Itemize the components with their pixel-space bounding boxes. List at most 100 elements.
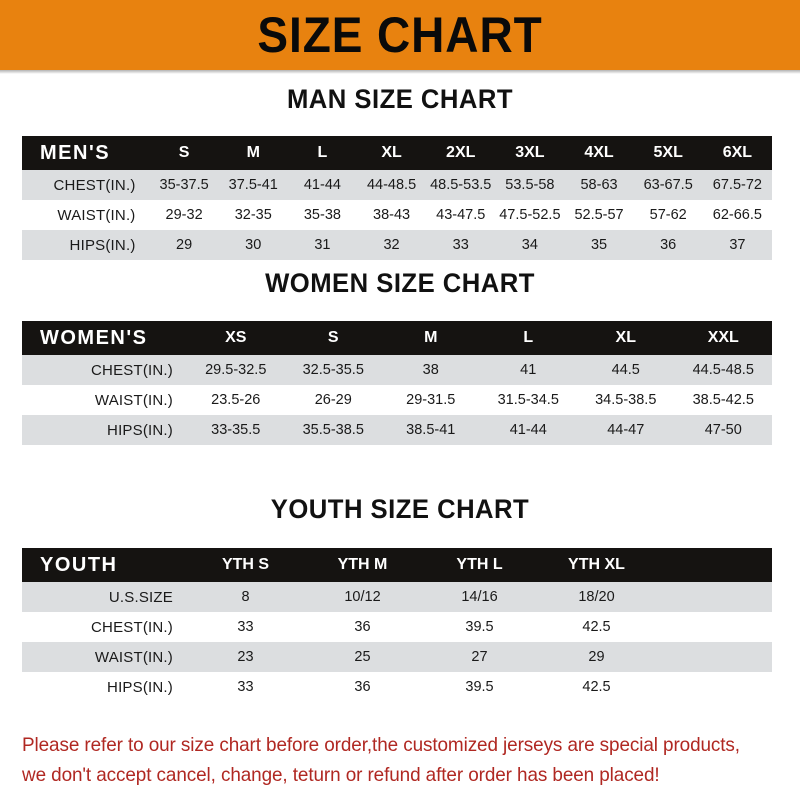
- man-cell: 32: [356, 230, 427, 260]
- women-size-header-l: L: [479, 321, 577, 355]
- women-cell: 32.5-35.5: [284, 355, 382, 385]
- women-cell: 29-31.5: [382, 385, 480, 415]
- women-row-label: CHEST(IN.): [22, 355, 187, 385]
- man-cell: 43-47.5: [426, 200, 496, 230]
- section-title-man-text: MAN SIZE CHART: [286, 84, 514, 114]
- section-title-man: MAN SIZE CHART: [0, 84, 800, 114]
- youth-cell: 33: [187, 672, 304, 702]
- women-cell: 41: [479, 355, 577, 385]
- man-cell: 37: [702, 230, 772, 260]
- table-row: CHEST(IN.) 33 36 39.5 42.5: [22, 612, 772, 642]
- women-cell: 38.5-42.5: [674, 385, 772, 415]
- youth-size-header-yth-xl: YTH XL: [538, 548, 655, 582]
- man-cell: 36: [633, 230, 703, 260]
- table-row: HIPS(IN.) 33-35.5 35.5-38.5 38.5-41 41-44 44-…: [22, 415, 772, 445]
- youth-size-header-yth-m: YTH M: [304, 548, 421, 582]
- man-row-label: WAIST(IN.): [22, 200, 150, 230]
- youth-row-label: HIPS(IN.): [22, 672, 187, 702]
- men-table-body: CHEST(IN.) 35-37.5 37.5-41 41-44 44-48.5 48.5…: [22, 170, 772, 260]
- youth-cell-empty: [655, 612, 772, 642]
- youth-cell: 36: [304, 612, 421, 642]
- man-size-header-3xl: 3XL: [495, 136, 565, 170]
- youth-size-header-yth-s: YTH S: [187, 548, 304, 582]
- youth-table-head: YOUTH YTH S YTH M YTH L YTH XL: [22, 548, 772, 582]
- women-cell: 44.5: [577, 355, 675, 385]
- women-cell: 29.5-32.5: [187, 355, 285, 385]
- youth-row-label: WAIST(IN.): [22, 642, 187, 672]
- footer-note: Please refer to our size chart before or…: [22, 730, 778, 790]
- women-row-label: WAIST(IN.): [22, 385, 187, 415]
- women-cell: 44-47: [577, 415, 675, 445]
- man-cell: 67.5-72: [702, 170, 772, 200]
- women-cell: 44.5-48.5: [674, 355, 772, 385]
- section-title-youth-text: YOUTH SIZE CHART: [270, 494, 530, 524]
- man-size-header-l: L: [287, 136, 357, 170]
- women-size-header-m: M: [382, 321, 480, 355]
- table-row: WAIST(IN.) 29-32 32-35 35-38 38-43 43-47.5 47.…: [22, 200, 772, 230]
- banner: SIZE CHART: [0, 0, 800, 70]
- youth-cell: 14/16: [421, 582, 538, 612]
- table-row: CHEST(IN.) 29.5-32.5 32.5-35.5 38 41 44.5 44.5…: [22, 355, 772, 385]
- man-cell: 32-35: [218, 200, 288, 230]
- youth-header-spacer: [655, 548, 772, 582]
- men-size-table: MEN'S S M L XL 2XL 3XL 4XL 5XL 6XL CHEST(IN.) 35-3…: [22, 136, 772, 260]
- footer-note-line-1: Please refer to our size chart before or…: [22, 734, 740, 756]
- women-cell: 47-50: [674, 415, 772, 445]
- women-size-header-s: S: [284, 321, 382, 355]
- table-row: CHEST(IN.) 35-37.5 37.5-41 41-44 44-48.5 48.5…: [22, 170, 772, 200]
- man-cell: 35: [564, 230, 634, 260]
- women-row-label: HIPS(IN.): [22, 415, 187, 445]
- women-cell: 35.5-38.5: [284, 415, 382, 445]
- man-cell: 41-44: [287, 170, 357, 200]
- man-row-label: HIPS(IN.): [22, 230, 150, 260]
- youth-cell-empty: [655, 582, 772, 612]
- man-cell: 38-43: [356, 200, 427, 230]
- women-size-header-xxl: XXL: [674, 321, 772, 355]
- man-size-header-2xl: 2XL: [426, 136, 496, 170]
- youth-row-label: U.S.SIZE: [22, 582, 187, 612]
- man-row-header-label: MEN'S: [22, 136, 150, 170]
- man-size-header-5xl: 5XL: [633, 136, 703, 170]
- women-cell: 38: [382, 355, 480, 385]
- man-size-header-m: M: [218, 136, 288, 170]
- man-cell: 35-38: [287, 200, 357, 230]
- section-title-women: WOMEN SIZE CHART: [0, 268, 800, 298]
- women-cell: 38.5-41: [382, 415, 480, 445]
- women-table-head: WOMEN'S XS S M L XL XXL: [22, 321, 772, 355]
- man-size-header-s: S: [149, 136, 219, 170]
- youth-cell: 27: [421, 642, 538, 672]
- women-cell: 41-44: [479, 415, 577, 445]
- youth-row-header-label: YOUTH: [22, 548, 187, 582]
- table-row: HIPS(IN.) 29 30 31 32 33 34 35 36 37: [22, 230, 772, 260]
- man-cell: 53.5-58: [495, 170, 565, 200]
- women-cell: 26-29: [284, 385, 382, 415]
- table-row: WAIST(IN.) 23 25 27 29: [22, 642, 772, 672]
- man-cell: 58-63: [564, 170, 634, 200]
- man-cell: 35-37.5: [149, 170, 219, 200]
- man-cell: 57-62: [633, 200, 703, 230]
- man-row-label: CHEST(IN.): [22, 170, 150, 200]
- women-table-body: CHEST(IN.) 29.5-32.5 32.5-35.5 38 41 44.5 44.5…: [22, 355, 772, 445]
- youth-cell: 33: [187, 612, 304, 642]
- women-header-row: WOMEN'S XS S M L XL XXL: [22, 321, 772, 355]
- table-row: U.S.SIZE 8 10/12 14/16 18/20: [22, 582, 772, 612]
- banner-shadow: [0, 70, 800, 74]
- man-cell: 31: [287, 230, 357, 260]
- youth-cell: 42.5: [538, 672, 655, 702]
- men-table-head: MEN'S S M L XL 2XL 3XL 4XL 5XL 6XL: [22, 136, 772, 170]
- man-cell: 47.5-52.5: [495, 200, 565, 230]
- youth-cell: 18/20: [538, 582, 655, 612]
- man-size-header-4xl: 4XL: [564, 136, 634, 170]
- youth-row-label: CHEST(IN.): [22, 612, 187, 642]
- footer-note-line-2: we don't accept cancel, change, teturn o…: [22, 764, 660, 786]
- youth-cell: 39.5: [421, 672, 538, 702]
- youth-cell-empty: [655, 642, 772, 672]
- youth-header-row: YOUTH YTH S YTH M YTH L YTH XL: [22, 548, 772, 582]
- youth-cell: 42.5: [538, 612, 655, 642]
- man-cell: 63-67.5: [633, 170, 703, 200]
- youth-cell: 23: [187, 642, 304, 672]
- women-cell: 23.5-26: [187, 385, 285, 415]
- man-cell: 33: [426, 230, 496, 260]
- youth-cell: 8: [187, 582, 304, 612]
